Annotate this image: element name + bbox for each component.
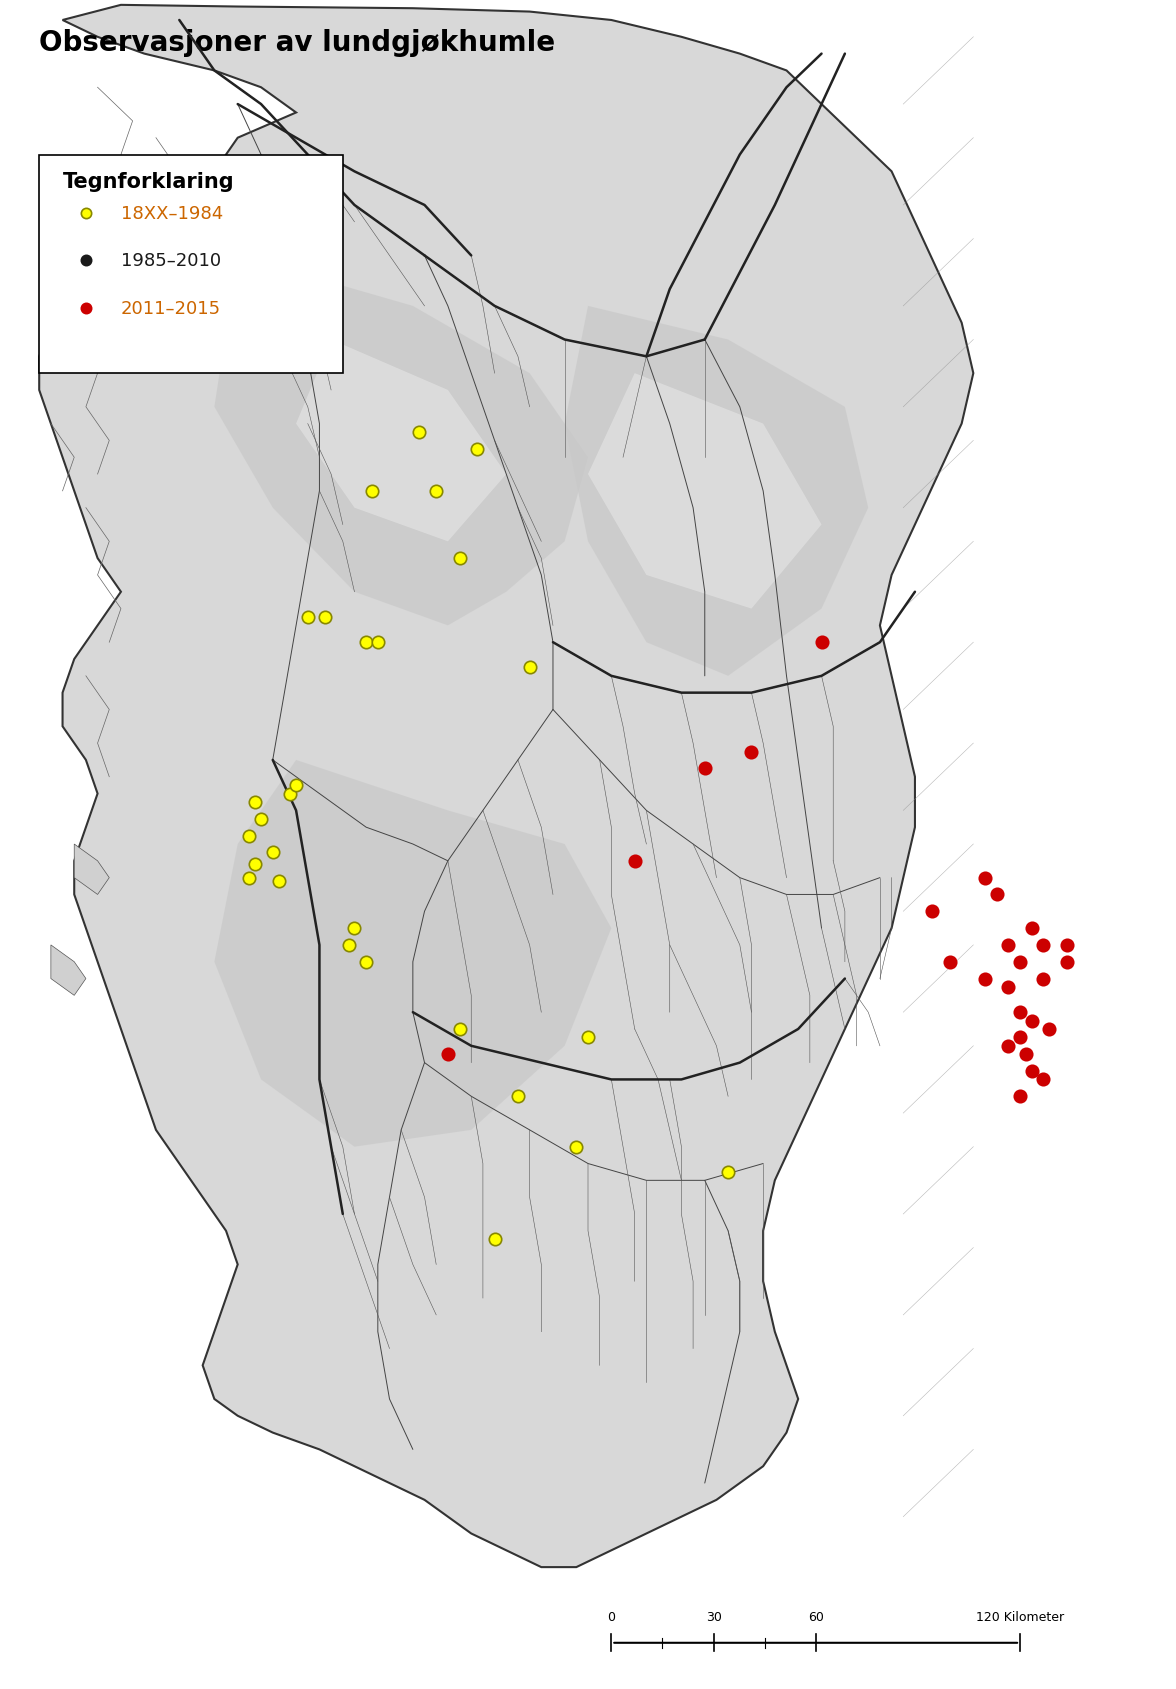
Point — [316, 605, 335, 632]
Point — [1022, 1057, 1041, 1084]
Point — [520, 655, 539, 682]
Point — [252, 806, 270, 833]
Point — [1010, 1024, 1029, 1051]
Point — [368, 630, 387, 657]
Point — [813, 630, 831, 657]
Point — [356, 630, 375, 657]
Point — [356, 949, 375, 976]
Point — [409, 419, 428, 446]
Point — [287, 772, 306, 799]
Point — [1034, 966, 1053, 993]
Point — [1010, 949, 1029, 976]
Text: Observasjoner av lundgjøkhumle: Observasjoner av lundgjøkhumle — [39, 29, 555, 57]
Point — [998, 932, 1017, 959]
Point — [695, 755, 714, 782]
Text: 18XX–1984: 18XX–1984 — [121, 206, 223, 223]
Polygon shape — [214, 257, 588, 627]
Polygon shape — [39, 5, 974, 1567]
Point — [427, 478, 446, 505]
Point — [450, 546, 469, 573]
Text: 1985–2010: 1985–2010 — [121, 252, 221, 270]
Point — [1034, 1066, 1053, 1093]
Point — [450, 1015, 469, 1042]
Point — [719, 1159, 737, 1186]
Point — [941, 949, 960, 976]
Point — [240, 865, 259, 892]
Polygon shape — [74, 844, 109, 895]
Point — [1057, 949, 1076, 976]
Point — [508, 1083, 527, 1110]
Point — [345, 915, 363, 942]
Point — [263, 839, 282, 866]
Point — [269, 868, 288, 895]
Point — [1010, 1000, 1029, 1027]
Text: 120 Kilometer: 120 Kilometer — [976, 1610, 1064, 1623]
Text: 60: 60 — [808, 1610, 823, 1623]
Point — [246, 789, 265, 816]
Point — [579, 1024, 597, 1051]
Point — [1034, 932, 1053, 959]
Point — [339, 932, 358, 959]
Point — [76, 201, 95, 228]
Point — [299, 605, 318, 632]
Point — [1022, 1007, 1041, 1034]
Point — [976, 966, 995, 993]
Point — [468, 436, 487, 463]
Point — [486, 1226, 505, 1253]
Point — [76, 248, 95, 275]
Point — [240, 823, 259, 850]
Point — [998, 975, 1017, 1002]
Polygon shape — [296, 339, 506, 542]
Point — [988, 882, 1007, 909]
Text: 2011–2015: 2011–2015 — [121, 299, 221, 318]
Text: 0: 0 — [607, 1610, 615, 1623]
Point — [281, 780, 300, 807]
Polygon shape — [564, 307, 868, 676]
Point — [1022, 915, 1041, 942]
Text: Tegnforklaring: Tegnforklaring — [62, 172, 234, 193]
Point — [246, 851, 265, 878]
Point — [976, 865, 995, 892]
Point — [1040, 1015, 1058, 1042]
Point — [626, 848, 644, 875]
Point — [923, 899, 942, 926]
Point — [567, 1133, 586, 1160]
Point — [1016, 1040, 1035, 1067]
Point — [439, 1040, 457, 1067]
Point — [998, 1032, 1017, 1059]
Point — [742, 738, 761, 765]
FancyBboxPatch shape — [39, 155, 342, 373]
Polygon shape — [214, 760, 612, 1147]
Point — [1010, 1083, 1029, 1110]
Text: 30: 30 — [706, 1610, 721, 1623]
Point — [76, 296, 95, 323]
Point — [362, 478, 381, 505]
Polygon shape — [588, 373, 822, 610]
Point — [1057, 932, 1076, 959]
Polygon shape — [51, 946, 86, 997]
